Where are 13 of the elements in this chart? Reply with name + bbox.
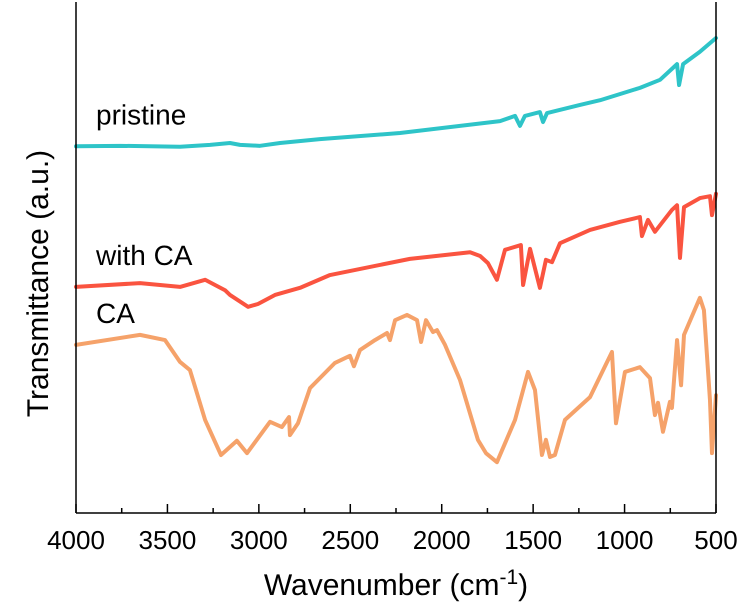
x-tick-label: 1500 <box>504 525 562 555</box>
x-tick-label: 4000 <box>47 525 105 555</box>
series-label: pristine <box>96 99 186 130</box>
series-label: with CA <box>95 240 193 271</box>
x-tick-label: 1000 <box>596 525 654 555</box>
x-tick-label: 500 <box>694 525 738 555</box>
x-tick-label: 3500 <box>138 525 196 555</box>
x-tick-label: 3000 <box>230 525 288 555</box>
y-axis-title: Transmittance (a.u.) <box>22 150 55 418</box>
series-label: CA <box>96 298 136 329</box>
x-axis-title: Wavenumber (cm$^{-1}$) <box>264 566 528 602</box>
x-tick-label: 2500 <box>321 525 380 555</box>
x-tick-label: 2000 <box>412 525 471 555</box>
